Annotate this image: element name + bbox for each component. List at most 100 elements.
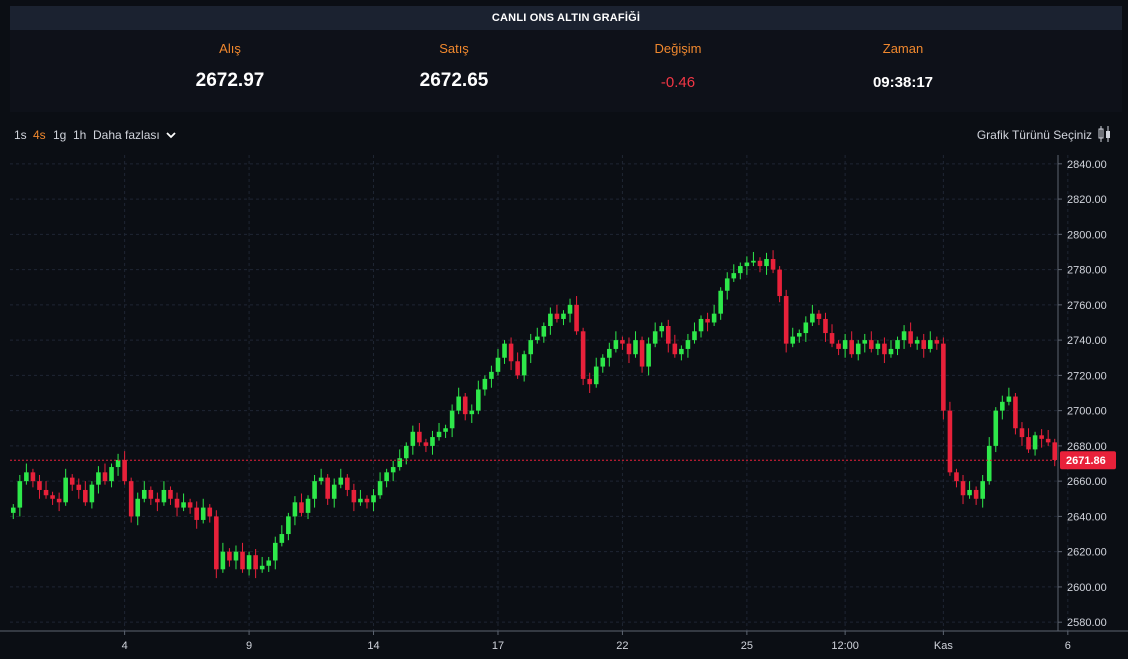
- x-tick-label: Kas: [934, 640, 953, 652]
- candle-body: [24, 472, 29, 482]
- candle-body: [430, 437, 435, 446]
- x-tick-label: 25: [741, 640, 753, 652]
- candle-body: [214, 516, 219, 570]
- quote-panel: Alış 2672.97 Satış 2672.65 Değişim -0.46…: [10, 30, 1122, 112]
- candle-body: [168, 489, 173, 499]
- candle-body: [692, 331, 697, 341]
- candle-body: [351, 489, 357, 503]
- candle-body: [587, 378, 592, 385]
- candle-body: [155, 498, 160, 503]
- candle-body: [128, 481, 134, 517]
- page-title: CANLI ONS ALTIN GRAFİĞİ: [491, 12, 641, 24]
- candle-body: [1006, 396, 1012, 402]
- more-timeframes-dropdown[interactable]: Daha fazlası: [93, 128, 176, 142]
- y-tick-label: 2660.00: [1067, 476, 1107, 488]
- candle-body: [534, 336, 540, 341]
- candle-body: [875, 343, 881, 349]
- candle-body: [312, 481, 317, 499]
- timeframe-4s[interactable]: 4s: [33, 128, 46, 142]
- candlestick-icon[interactable]: [1098, 125, 1112, 143]
- timeframe-1h[interactable]: 1h: [73, 128, 87, 142]
- ask-value: 2672.65: [419, 70, 489, 91]
- y-tick-label: 2820.00: [1067, 194, 1107, 206]
- candle-body: [364, 498, 370, 503]
- candle-body: [941, 343, 946, 411]
- candle-body: [174, 498, 180, 508]
- candle-body: [600, 357, 606, 367]
- candle-body: [593, 366, 599, 385]
- bid-column: Alış 2672.97: [140, 30, 320, 92]
- last-price-marker: 2671.86: [10, 451, 1116, 470]
- x-tick-label: 14: [367, 640, 379, 652]
- candle-body: [947, 410, 953, 473]
- candle-body: [652, 331, 658, 344]
- candle-body: [980, 481, 985, 499]
- candle-body: [325, 477, 330, 499]
- candle-body: [279, 534, 285, 543]
- change-column: Değişim -0.46: [588, 30, 768, 91]
- candle-body: [200, 507, 206, 520]
- candle-body: [790, 336, 796, 344]
- chart-toolbar: 1s 4s 1g 1h Daha fazlası Grafik Türünü S…: [0, 124, 1128, 146]
- candle-body: [305, 498, 311, 513]
- candle-body: [181, 502, 186, 508]
- candle-body: [272, 542, 278, 561]
- candle-body: [246, 555, 252, 570]
- candle-body: [927, 340, 933, 349]
- x-tick-label: 22: [616, 640, 628, 652]
- candle-body: [895, 340, 900, 349]
- candle-body: [43, 489, 49, 496]
- candle-body: [495, 357, 501, 372]
- candle-body: [259, 565, 265, 570]
- timeframe-1g[interactable]: 1g: [53, 128, 67, 142]
- candle-body: [1013, 396, 1018, 429]
- candle-body: [122, 459, 127, 482]
- x-tick-label: 12:00: [831, 640, 859, 652]
- bid-label: Alış: [219, 41, 241, 56]
- candle-body: [679, 348, 684, 355]
- candle-body: [253, 555, 258, 570]
- candle-body: [1039, 435, 1044, 439]
- candle-body: [76, 484, 82, 490]
- candle-body: [659, 326, 665, 332]
- candle-body: [449, 410, 455, 429]
- candle-body: [954, 472, 959, 482]
- candle-body: [410, 431, 416, 446]
- grid-lines: [10, 155, 1069, 631]
- candle-body: [358, 498, 363, 503]
- time-value: 09:38:17: [872, 74, 934, 91]
- candle-body: [960, 481, 966, 496]
- candle-body: [227, 551, 232, 561]
- candle-body: [148, 489, 154, 499]
- candle-body: [718, 290, 723, 314]
- candle-body: [476, 389, 481, 411]
- x-tick-label: 6: [1065, 640, 1071, 652]
- bid-value: 2672.97: [195, 70, 265, 91]
- candle-body: [738, 266, 743, 274]
- candle-body: [986, 445, 992, 482]
- candle-body: [796, 333, 802, 337]
- candle-body: [417, 431, 422, 443]
- candle-body: [233, 551, 239, 561]
- chart-type-selector[interactable]: Grafik Türünü Seçiniz: [976, 128, 1092, 142]
- candle-body: [685, 340, 691, 349]
- candle-body: [810, 313, 815, 323]
- candle-body: [698, 318, 704, 332]
- candle-body: [574, 304, 579, 332]
- candle-body: [1026, 437, 1031, 450]
- candlestick-chart[interactable]: 2580.00 2600.00 2620.00 2640.00 2660.00 2680.…: [0, 155, 1128, 659]
- candle-body: [777, 269, 782, 297]
- candle-body: [456, 396, 461, 411]
- candle-body: [489, 371, 494, 379]
- candle-body: [69, 477, 75, 485]
- x-tick-label: 9: [246, 640, 252, 652]
- candle-body: [515, 361, 520, 376]
- y-tick-label: 2640.00: [1067, 511, 1107, 523]
- last-price-badge: [1060, 451, 1116, 470]
- candle-body: [1045, 438, 1051, 443]
- y-tick-label: 2680.00: [1067, 441, 1107, 453]
- candle-body: [770, 259, 776, 270]
- timeframe-1s[interactable]: 1s: [14, 128, 27, 142]
- candle-body: [724, 278, 730, 291]
- candle-body: [561, 313, 566, 319]
